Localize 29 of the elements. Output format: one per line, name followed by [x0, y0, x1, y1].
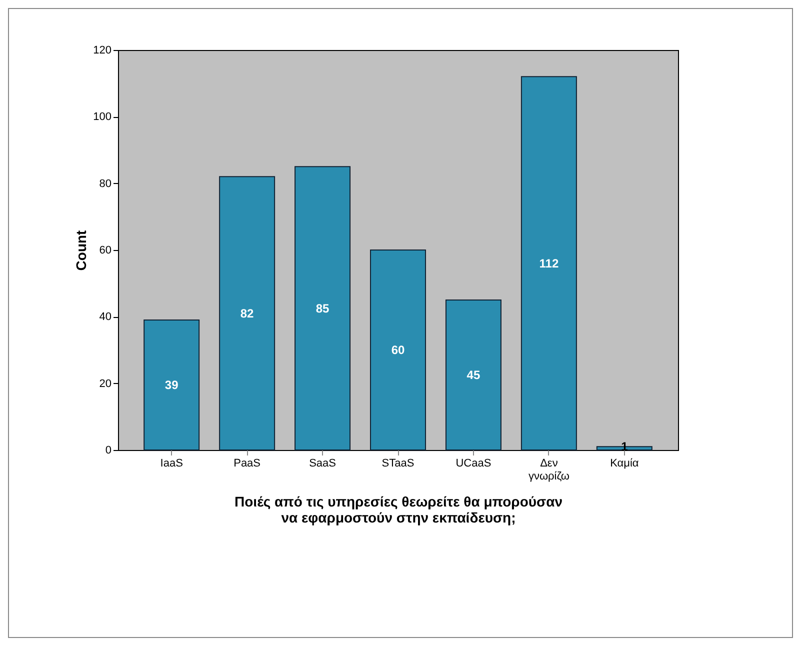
- y-tick-label: 120: [93, 44, 112, 56]
- x-tick-label: Καμία: [610, 458, 640, 470]
- x-tick-label: Δεν γνωρίζω: [528, 458, 570, 482]
- bar: [370, 250, 426, 450]
- data-label: 112: [539, 256, 559, 270]
- y-tick-label: 20: [99, 378, 112, 390]
- data-label: 60: [391, 343, 405, 357]
- y-tick-label: 80: [99, 178, 112, 190]
- data-label: 1: [621, 440, 628, 454]
- y-axis-title: Count: [73, 230, 90, 271]
- bar: [144, 320, 200, 450]
- bar: [520, 76, 577, 450]
- data-label: 39: [164, 378, 179, 392]
- x-tick-label: SaaS: [309, 458, 336, 470]
- x-tick-label: PaaS: [234, 458, 261, 470]
- data-label: 85: [316, 301, 330, 316]
- x-tick-label: UCaaS: [456, 458, 492, 470]
- x-tick-label: STaaS: [382, 458, 414, 470]
- data-label: 82: [240, 306, 254, 320]
- x-axis-title: Ποιές από τις υπηρεσίες θεωρείτε θα μπορούσαν να εφαρμοστούν στην εκπαίδευση;: [234, 494, 563, 526]
- y-tick-label: 40: [99, 311, 112, 324]
- x-tick-label: IaaS: [160, 458, 183, 470]
- bar: [445, 300, 502, 450]
- bar: [219, 176, 276, 450]
- data-label: 45: [466, 368, 480, 382]
- y-tick-label: 100: [93, 111, 112, 124]
- y-tick-label: 0: [105, 444, 112, 456]
- bar: [294, 166, 351, 450]
- y-tick-label: 60: [99, 244, 112, 256]
